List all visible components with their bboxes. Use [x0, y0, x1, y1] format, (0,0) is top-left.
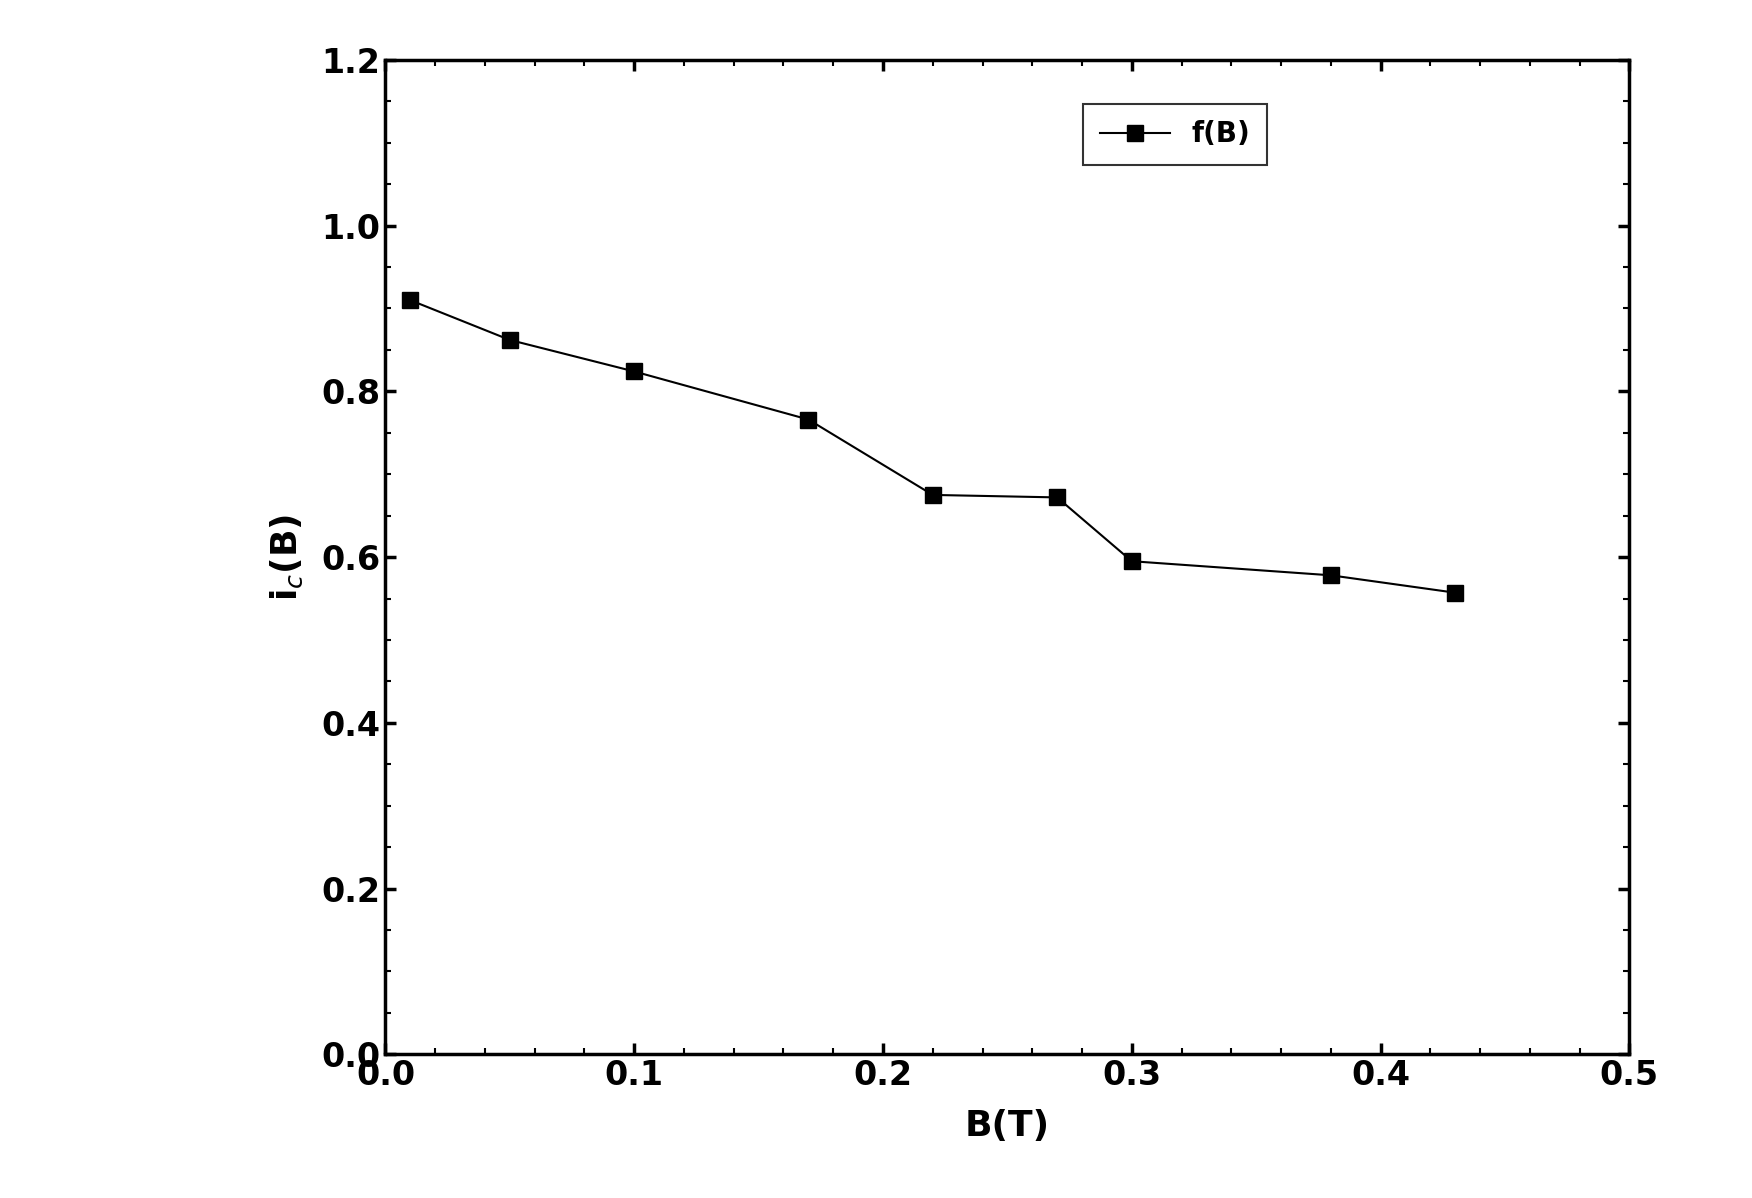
Legend: f(B): f(B) — [1083, 103, 1267, 165]
Line: f(B): f(B) — [403, 292, 1463, 600]
f(B) — [1445, 586, 1466, 600]
f(B) — [1321, 568, 1342, 582]
f(B) — [624, 364, 645, 379]
f(B) — [499, 333, 520, 347]
Y-axis label: i$_c$(B): i$_c$(B) — [268, 514, 305, 600]
f(B) — [1121, 553, 1142, 568]
f(B) — [1046, 490, 1067, 504]
f(B) — [399, 294, 420, 308]
f(B) — [922, 488, 943, 502]
f(B) — [797, 412, 818, 426]
X-axis label: B(T): B(T) — [965, 1109, 1049, 1143]
